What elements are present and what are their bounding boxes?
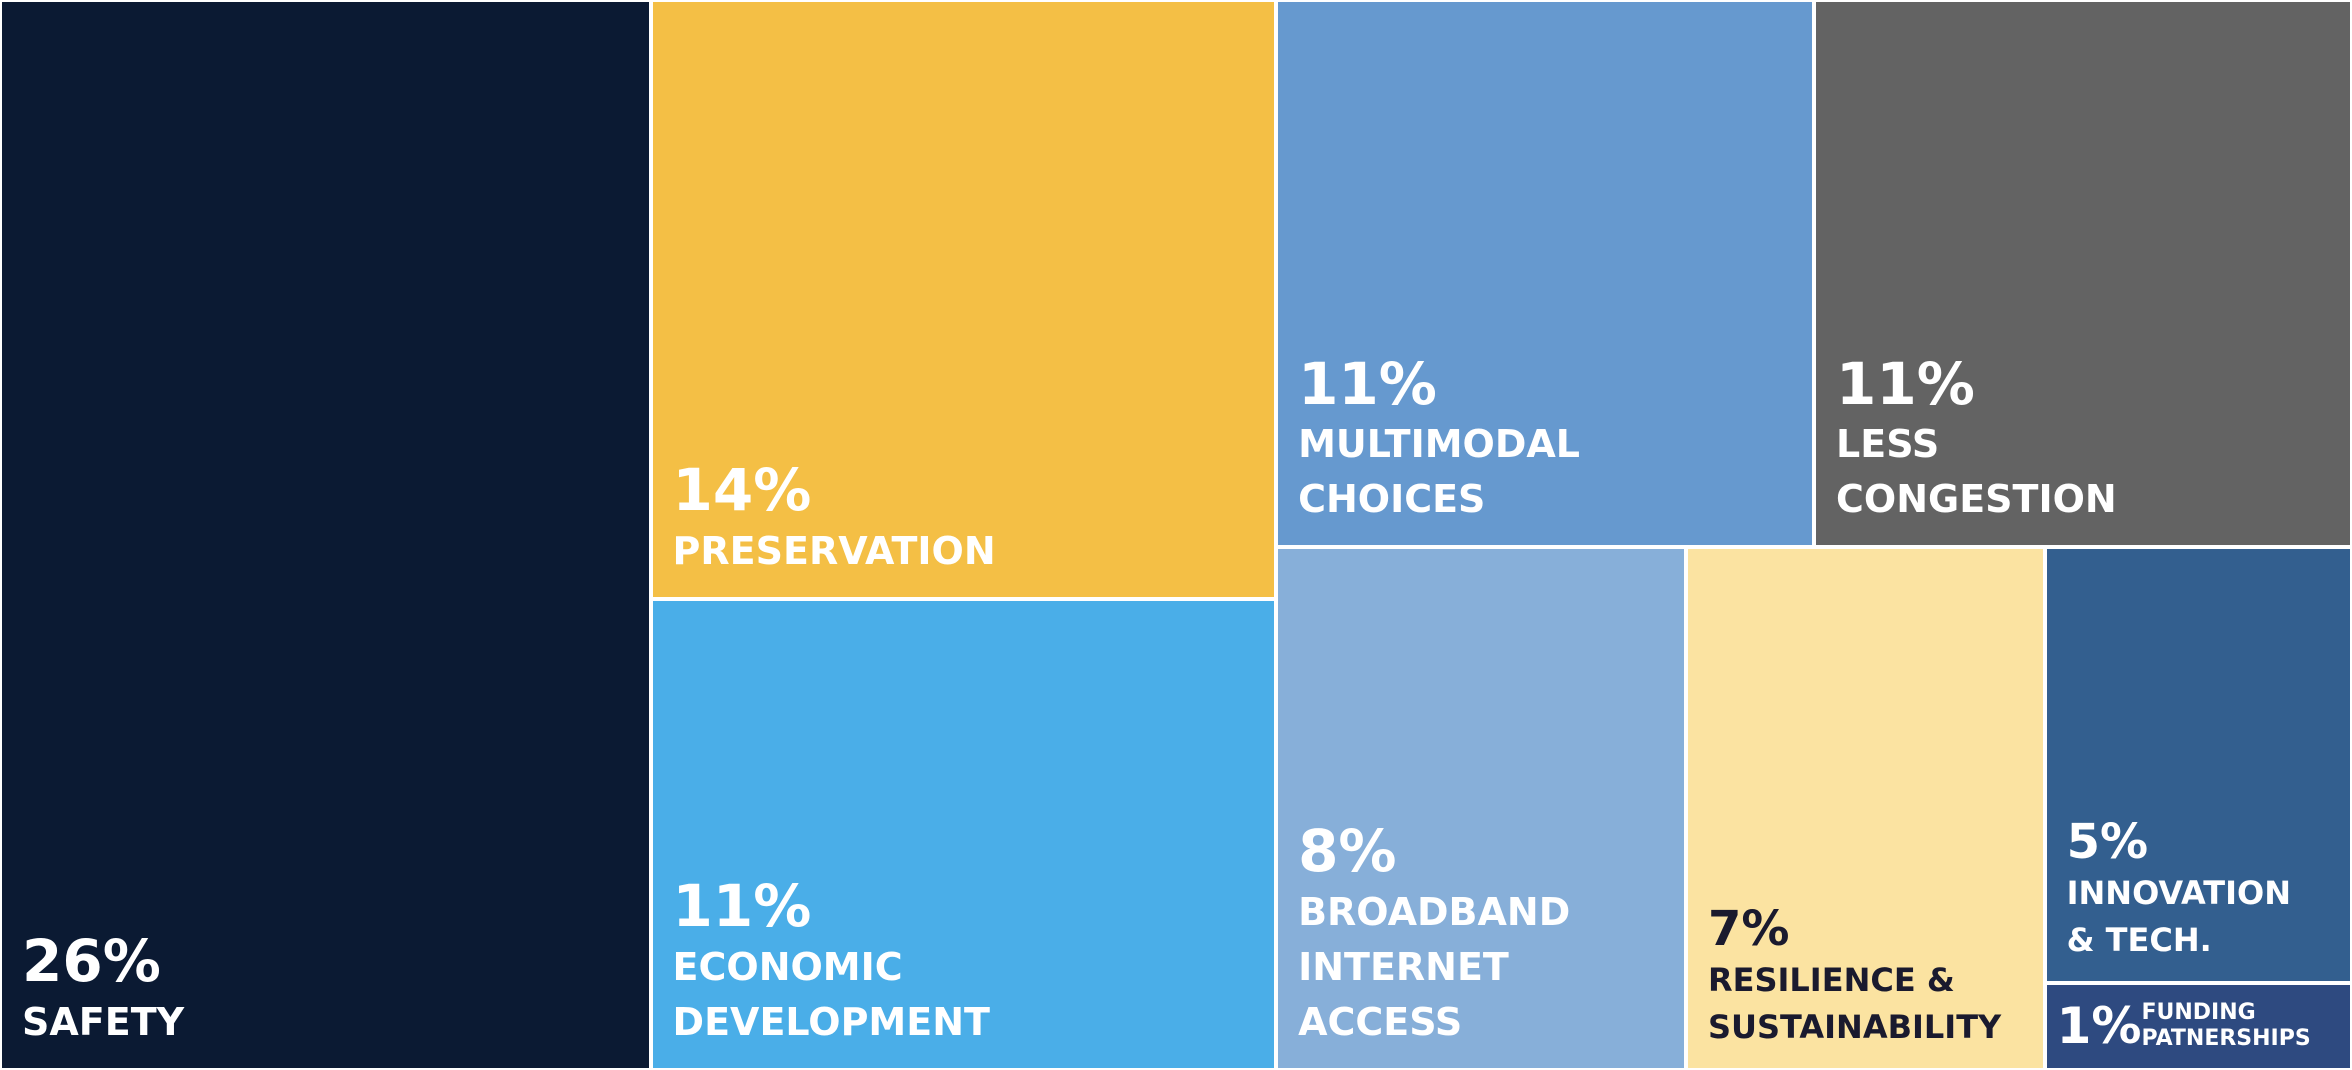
value-label: 14% [672,456,812,525]
category-label: INNOVATION & TECH. [2066,874,2291,959]
category-label: LESS CONGESTION [1836,422,2117,522]
treemap-cell: 14% PRESERVATION [650,0,1277,600]
value-label: 26% [22,927,161,996]
category-label: SAFETY [22,999,185,1044]
value-label: 11% [672,872,812,941]
value-label: 5% [2066,813,2149,870]
value-label: 7% [1707,901,1790,958]
category-label: PRESERVATION [672,529,996,574]
value-label: 11% [1298,349,1437,418]
treemap-cell: 11% ECONOMIC DEVELOPMENT [650,599,1277,1070]
value-label: 1% [2056,996,2142,1055]
category-label: MULTIMODAL CHOICES [1298,422,1581,522]
treemap-cell: 11% MULTIMODAL CHOICES [1276,0,1815,548]
value-label: 8% [1298,817,1397,886]
treemap-cell: 11% LESS CONGESTION [1814,0,2352,548]
value-label: 11% [1836,349,1975,418]
treemap-cell: 8% BROADBAND INTERNET ACCESS [1276,547,1686,1070]
category-label: ECONOMIC DEVELOPMENT [672,944,990,1044]
category-label: BROADBAND INTERNET ACCESS [1298,889,1571,1044]
category-label: RESILIENCE & SUSTAINABILITY [1707,961,2002,1046]
treemap-cell: 26% SAFETY [0,0,651,1070]
treemap-cell: 7% RESILIENCE & SUSTAINABILITY [1685,547,2045,1070]
treemap-cell: 5% INNOVATION & TECH. [2044,547,2352,983]
treemap-cell: 1% FUNDING PATNERSHIPS [2044,982,2352,1070]
category-label: FUNDING PATNERSHIPS [2141,1000,2311,1052]
